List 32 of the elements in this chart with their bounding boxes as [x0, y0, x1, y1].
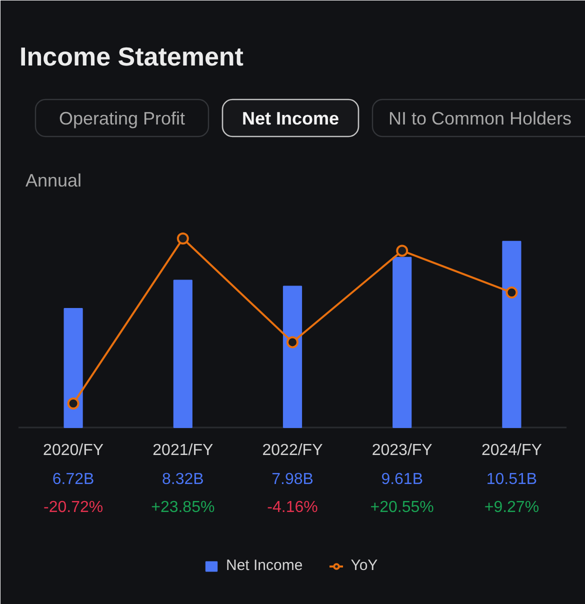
data-label: +9.27%: [484, 499, 540, 516]
point: [176, 232, 189, 245]
bar: [282, 286, 302, 428]
data-label: +20.55%: [370, 499, 434, 516]
point: [506, 286, 518, 298]
x-tick-label: 2024/FY: [481, 442, 542, 459]
x-tick-label: 2020/FY: [43, 442, 104, 459]
data-label: -20.72%: [44, 499, 104, 516]
bar: [502, 240, 522, 428]
data-label: 9.61B: [381, 471, 424, 488]
legend-label: Net Income: [226, 557, 303, 574]
point: [67, 398, 80, 410]
data-label: +23.85%: [151, 499, 215, 516]
data-label: -4.16%: [267, 499, 318, 516]
chart-title: Income Statement: [20, 42, 244, 72]
bar: [392, 256, 412, 428]
data-label: 8.32B: [162, 471, 204, 488]
x-tick-label: 2021/FY: [152, 442, 214, 459]
x-tick-label: 2022/FY: [262, 442, 324, 459]
data-label: 10.51B: [486, 471, 538, 488]
data-label: 6.72B: [52, 471, 94, 488]
bar: [173, 280, 192, 428]
text: NI to Common Holders: [388, 108, 572, 128]
bar: [64, 308, 83, 428]
point: [286, 336, 298, 348]
text: Net Income: [242, 108, 340, 128]
data-label: 7.98B: [272, 471, 314, 488]
legend-label: YoY: [350, 557, 378, 574]
point: [396, 244, 408, 257]
text: Operating Profit: [58, 108, 186, 128]
x-tick-label: 2023/FY: [372, 442, 433, 459]
text: Annual: [26, 170, 82, 190]
